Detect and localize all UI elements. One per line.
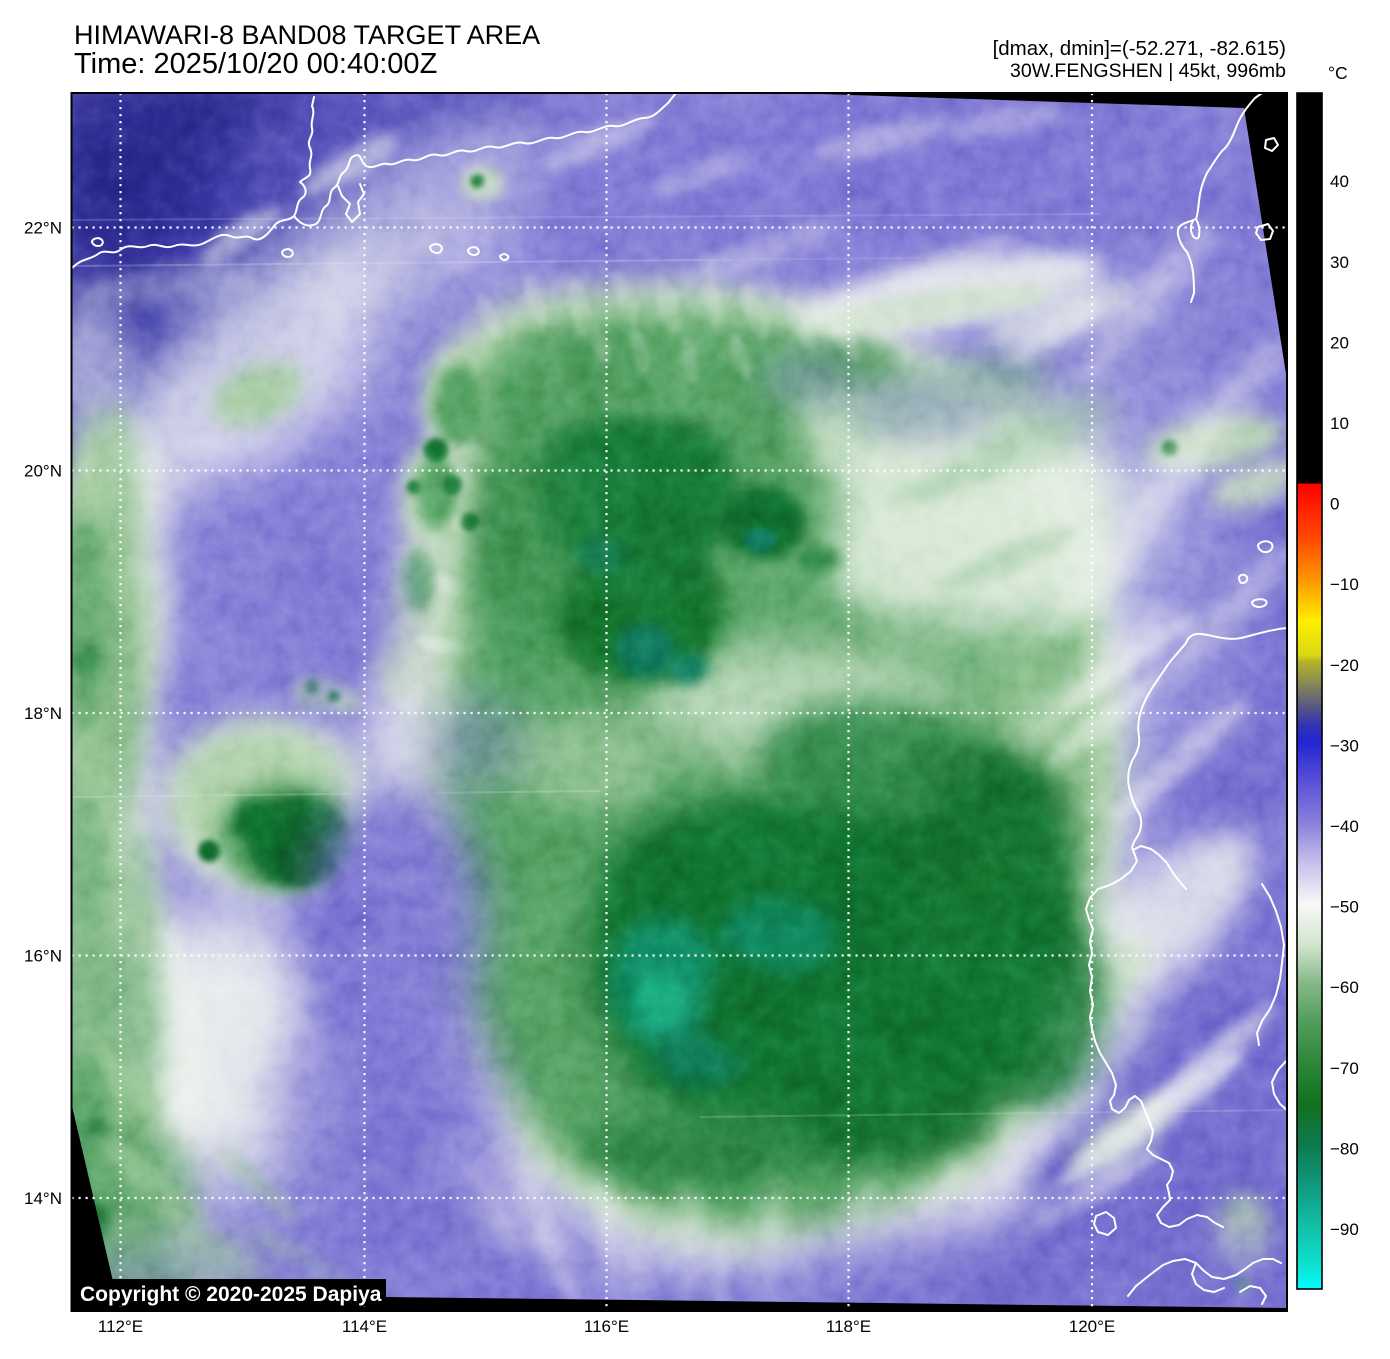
svg-text:°C: °C (1328, 63, 1348, 83)
svg-text:40: 40 (1330, 172, 1349, 191)
svg-text:Time: 2025/10/20 00:40:00Z: Time: 2025/10/20 00:40:00Z (74, 48, 437, 80)
svg-text:20°N: 20°N (24, 462, 62, 481)
svg-text:−40: −40 (1330, 817, 1359, 836)
svg-text:114°E: 114°E (342, 1317, 387, 1336)
svg-text:18°N: 18°N (24, 704, 62, 723)
svg-text:0: 0 (1330, 495, 1339, 514)
svg-text:20: 20 (1330, 333, 1349, 352)
svg-text:118°E: 118°E (826, 1317, 871, 1336)
svg-text:−90: −90 (1330, 1220, 1359, 1239)
svg-text:−10: −10 (1330, 575, 1359, 594)
svg-text:116°E: 116°E (584, 1317, 629, 1336)
svg-text:−70: −70 (1330, 1059, 1359, 1078)
svg-text:30W.FENGSHEN | 45kt, 996mb: 30W.FENGSHEN | 45kt, 996mb (1010, 60, 1286, 82)
svg-text:−80: −80 (1330, 1139, 1359, 1158)
svg-text:14°N: 14°N (24, 1189, 62, 1208)
svg-text:HIMAWARI-8 BAND08 TARGET AREA: HIMAWARI-8 BAND08 TARGET AREA (74, 20, 540, 50)
svg-text:120°E: 120°E (1069, 1317, 1116, 1336)
svg-text:22°N: 22°N (24, 219, 62, 238)
svg-text:−20: −20 (1330, 656, 1359, 675)
svg-text:30: 30 (1330, 253, 1349, 272)
svg-text:16°N: 16°N (24, 947, 62, 966)
svg-text:112°E: 112°E (98, 1317, 143, 1336)
svg-text:[dmax, dmin]=(-52.271, -82.615: [dmax, dmin]=(-52.271, -82.615) (993, 37, 1286, 60)
svg-text:Copyright © 2020-2025 Dapiya: Copyright © 2020-2025 Dapiya (80, 1283, 382, 1306)
svg-text:−30: −30 (1330, 736, 1359, 755)
svg-text:10: 10 (1330, 414, 1349, 433)
svg-text:−50: −50 (1330, 898, 1359, 917)
svg-text:−60: −60 (1330, 978, 1359, 997)
